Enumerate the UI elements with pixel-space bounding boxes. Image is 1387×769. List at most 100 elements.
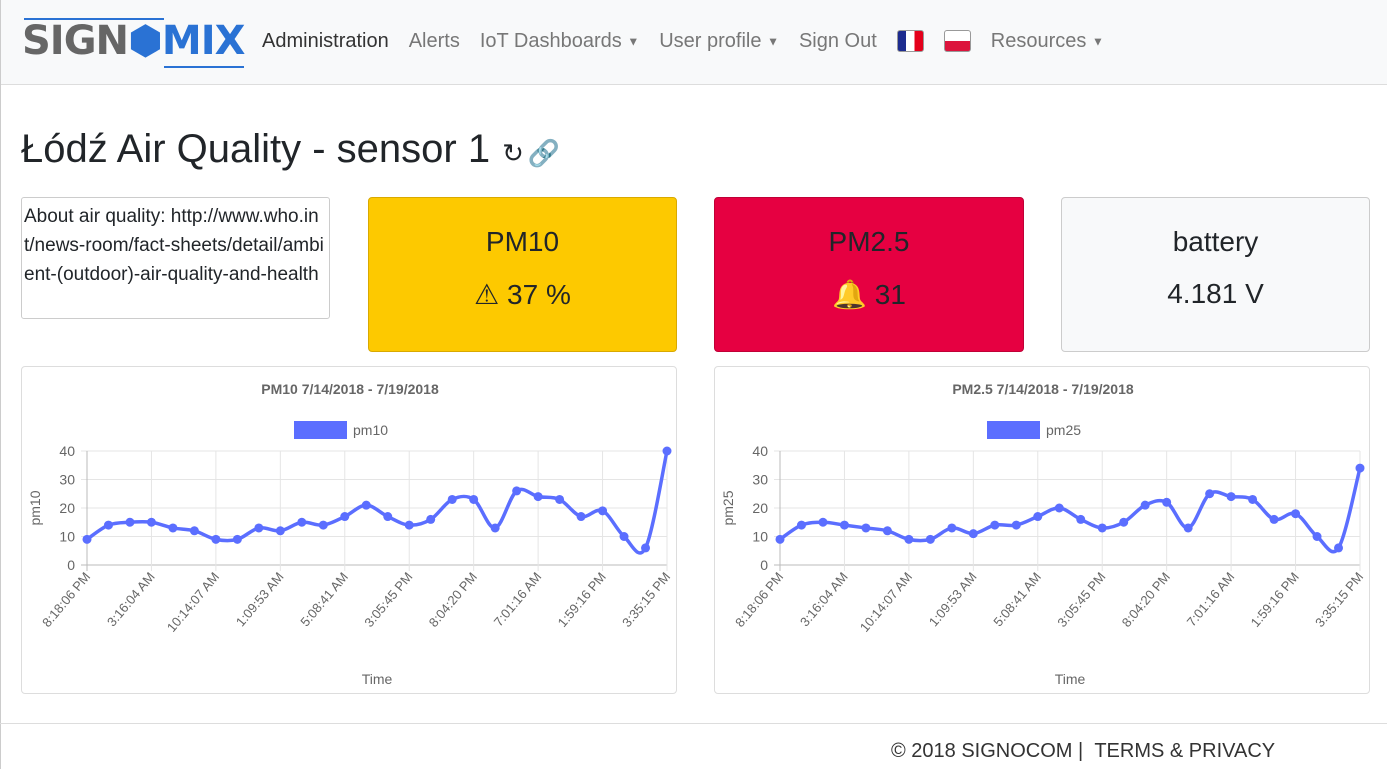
caret-down-icon: ▼ — [627, 34, 640, 49]
y-axis-label: pm25 — [720, 490, 736, 525]
data-point — [1355, 463, 1365, 473]
tile-title: PM2.5 — [828, 226, 910, 257]
legend-swatch — [987, 421, 1040, 439]
data-point — [1205, 489, 1215, 499]
y-tick-label: 20 — [59, 500, 75, 516]
data-point — [1226, 492, 1236, 502]
data-point — [882, 526, 892, 536]
x-tick-label: 5:08:41 AM — [990, 569, 1044, 629]
x-axis-label: Time — [362, 671, 393, 687]
tile-value: 31 — [874, 279, 906, 310]
y-tick-label: 40 — [752, 443, 768, 459]
data-point — [168, 523, 178, 533]
data-point — [576, 512, 586, 522]
data-point — [447, 494, 457, 504]
nav-sign-out[interactable]: Sign Out — [798, 30, 877, 52]
y-tick-label: 10 — [59, 529, 75, 545]
data-point — [1248, 494, 1258, 504]
polish-flag-icon[interactable] — [943, 30, 971, 52]
legend-label: pm25 — [1046, 422, 1081, 438]
data-point — [1312, 532, 1322, 541]
data-point — [404, 520, 414, 530]
y-tick-label: 0 — [67, 557, 75, 573]
data-point — [861, 523, 871, 533]
data-point — [1183, 523, 1193, 533]
refresh-icon[interactable]: ↻ — [502, 138, 524, 168]
x-tick-label: 1:59:16 PM — [555, 569, 609, 630]
data-point — [103, 520, 113, 530]
data-point — [1162, 497, 1172, 507]
terms-link[interactable]: TERMS & PRIVACY — [1094, 740, 1276, 762]
data-point — [1119, 517, 1129, 527]
about-text: About air quality: http://www.who.int/ne… — [21, 197, 330, 319]
y-tick-label: 30 — [59, 472, 75, 488]
chart-pm25: PM2.5 7/14/2018 - 7/19/2018 pm25 0 10 20 30 40… — [714, 366, 1370, 694]
data-point — [662, 446, 672, 456]
y-tick-label: 0 — [760, 557, 768, 573]
navbar: SIGN⬢MIX Administration Alerts IoT Dashb… — [1, 0, 1387, 85]
nav-label: IoT Dashboards — [479, 30, 622, 52]
data-point — [189, 526, 199, 536]
data-point — [1334, 543, 1344, 553]
data-point — [1011, 520, 1021, 530]
data-point — [1097, 523, 1107, 533]
data-point — [232, 534, 242, 544]
x-tick-label: 3:16:04 AM — [104, 569, 158, 629]
nav-alerts[interactable]: Alerts — [408, 30, 460, 52]
nav-iot-dashboards[interactable]: IoT Dashboards ▼ — [480, 30, 639, 53]
caret-down-icon: ▼ — [767, 34, 779, 49]
series-line — [778, 467, 1362, 554]
data-point — [254, 523, 264, 533]
data-point — [1291, 509, 1301, 519]
data-point — [619, 532, 629, 541]
tile-pm10: PM10 ⚠ 37 % — [368, 197, 677, 352]
nav-label: Resources — [990, 30, 1087, 52]
data-point — [904, 534, 914, 544]
data-point — [947, 523, 957, 533]
data-point — [555, 494, 565, 504]
tile-value: 4.181 V — [1167, 278, 1264, 309]
data-point — [490, 523, 500, 533]
x-tick-label: 8:04:20 PM — [1119, 569, 1173, 630]
x-tick-label: 7:01:16 AM — [491, 569, 545, 629]
data-point — [82, 534, 92, 544]
link-icon[interactable]: 🔗 — [527, 138, 561, 168]
data-point — [796, 520, 806, 530]
logo-text-right: MIX — [161, 18, 246, 64]
data-point — [318, 520, 328, 530]
x-tick-label: 3:05:45 PM — [361, 569, 415, 630]
data-point — [340, 512, 350, 522]
data-point — [275, 526, 285, 536]
data-point — [839, 520, 849, 530]
data-point — [297, 517, 307, 527]
x-tick-label: 10:14:07 AM — [857, 569, 915, 635]
legend-swatch — [294, 421, 347, 439]
x-tick-label: 1:09:53 AM — [233, 569, 287, 629]
data-point — [1269, 514, 1279, 524]
x-tick-label: 10:14:07 AM — [164, 569, 222, 635]
footer: © 2018 SIGNOCOM | TERMS & PRIVACY — [0, 723, 1387, 762]
y-axis-label: pm10 — [27, 490, 43, 525]
data-point — [1076, 514, 1086, 524]
data-point — [383, 512, 393, 522]
nav-label: User profile — [659, 30, 762, 52]
chart-title: PM2.5 7/14/2018 - 7/19/2018 — [952, 381, 1134, 397]
x-tick-label: 8:18:06 PM — [39, 569, 93, 630]
logo[interactable]: SIGN⬢MIX — [22, 18, 246, 68]
data-point — [512, 486, 522, 496]
chart-title: PM10 7/14/2018 - 7/19/2018 — [261, 381, 439, 397]
x-tick-label: 1:59:16 PM — [1248, 569, 1302, 630]
nav-user-profile[interactable]: User profile ▼ — [659, 30, 779, 53]
data-point — [1054, 503, 1064, 513]
tile-title: PM10 — [485, 226, 560, 257]
french-flag-icon[interactable] — [896, 30, 924, 52]
data-point — [990, 520, 1000, 530]
data-point — [469, 494, 479, 504]
y-tick-label: 30 — [752, 472, 768, 488]
x-tick-label: 8:04:20 PM — [426, 569, 480, 630]
x-tick-label: 3:35:15 PM — [1312, 569, 1366, 630]
data-point — [775, 534, 785, 544]
nav-resources[interactable]: Resources ▼ — [991, 30, 1104, 53]
nav-administration[interactable]: Administration — [262, 30, 389, 52]
x-tick-label: 5:08:41 AM — [297, 569, 351, 629]
